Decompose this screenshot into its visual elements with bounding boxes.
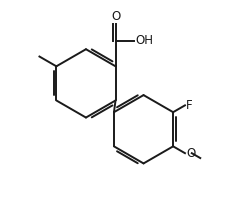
Text: OH: OH — [135, 34, 153, 48]
Text: F: F — [186, 99, 192, 112]
Text: O: O — [186, 147, 195, 160]
Text: O: O — [111, 10, 120, 23]
